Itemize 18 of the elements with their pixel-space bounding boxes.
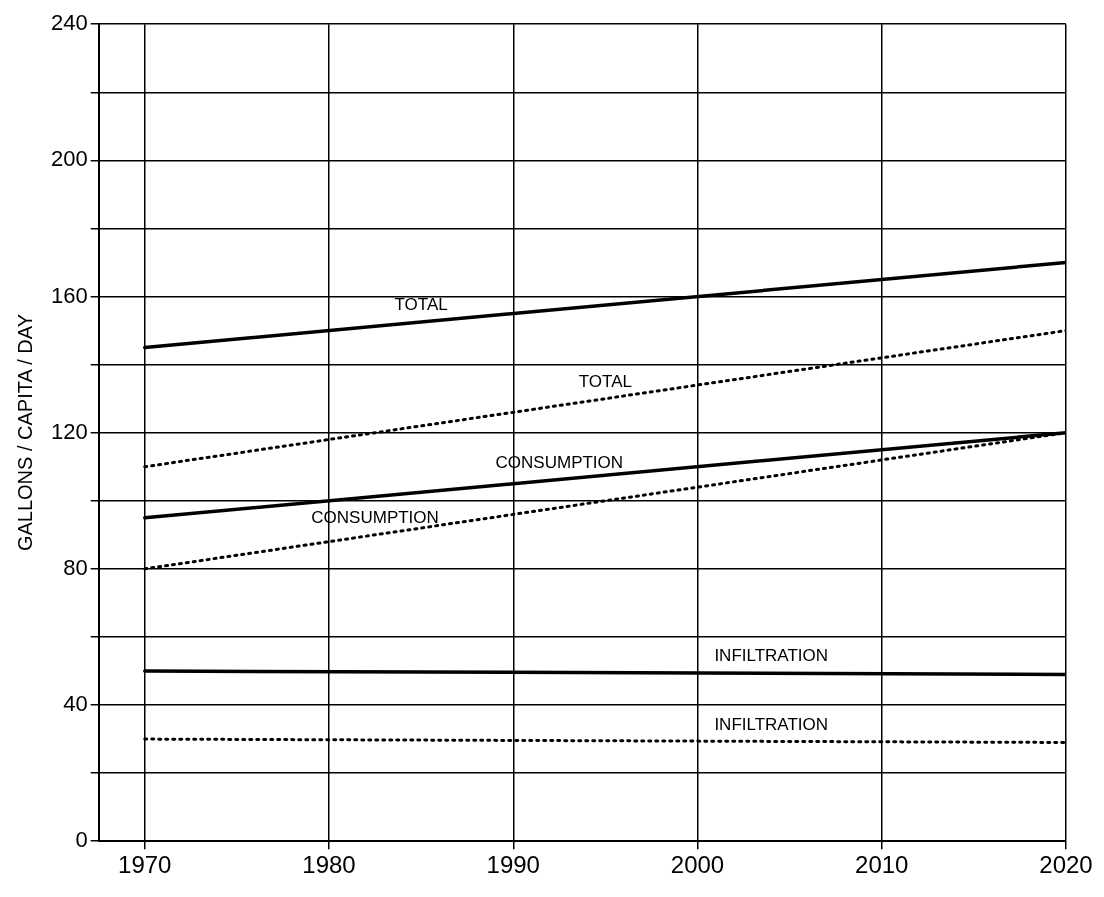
y-tick-label: 0: [75, 827, 88, 853]
x-tick-label: 2000: [670, 851, 725, 879]
y-tick-label: 240: [50, 10, 88, 36]
series-label: INFILTRATION: [714, 714, 829, 734]
series-label: TOTAL: [394, 295, 448, 315]
x-tick-label: 1980: [302, 851, 356, 879]
y-tick-label: 200: [50, 146, 88, 172]
y-tick-label: 120: [50, 418, 88, 444]
y-tick-label: 80: [63, 554, 88, 580]
x-tick-label: 1990: [486, 851, 540, 879]
x-tick-label: 2020: [1039, 851, 1093, 879]
x-tick-label: 1970: [118, 851, 172, 879]
series-label: TOTAL: [578, 371, 632, 391]
series-label: INFILTRATION: [714, 646, 829, 666]
y-tick-label: 40: [63, 691, 88, 717]
x-tick-label: 2010: [855, 851, 909, 879]
y-tick-label: 160: [50, 282, 88, 308]
y-axis-title: GALLONS / CAPITA / DAY: [14, 314, 37, 552]
